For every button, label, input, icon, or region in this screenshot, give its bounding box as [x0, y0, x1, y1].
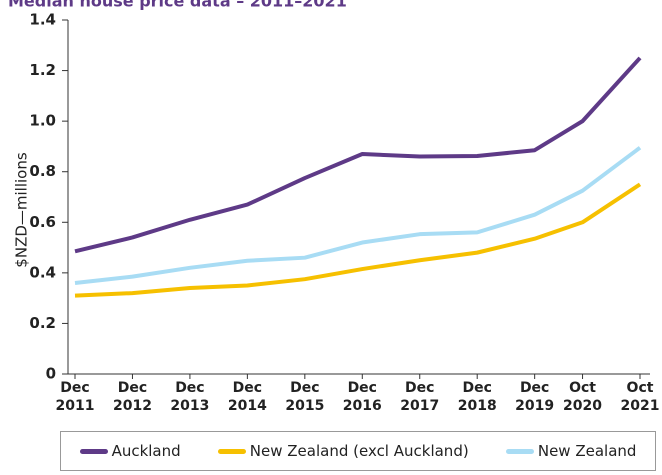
line-series	[74, 146, 642, 285]
legend-label: New Zealand	[537, 442, 637, 460]
y-tick-label: 1.0	[29, 112, 56, 130]
line-series	[74, 56, 642, 254]
y-tick-label: 1.4	[29, 11, 56, 29]
y-tick-label: 0.4	[29, 263, 56, 281]
x-tick-label: Oct 2021	[620, 380, 660, 414]
legend-item: New Zealand (excl Auckland)	[217, 442, 469, 460]
y-tick-label: 0.8	[29, 162, 56, 180]
x-tick-label: Dec 2016	[342, 380, 382, 414]
x-tick-label: Dec 2017	[400, 380, 440, 414]
legend-swatch	[505, 448, 534, 454]
y-tick-label: 0.2	[29, 314, 56, 332]
legend-swatch	[79, 448, 108, 454]
y-tick-label: 0.6	[29, 213, 56, 231]
y-tick-label: 1.2	[29, 61, 56, 79]
x-tick-label: Dec 2018	[457, 380, 497, 414]
legend-item: Auckland	[79, 442, 181, 460]
y-tick-label: 0	[46, 365, 56, 383]
x-tick-label: Oct 2020	[563, 380, 603, 414]
x-tick-label: Dec 2014	[227, 380, 267, 414]
legend: Auckland New Zealand (excl Auckland) New Z…	[60, 431, 656, 471]
x-tick-label: Dec 2011	[55, 380, 95, 414]
x-tick-label: Dec 2012	[112, 380, 152, 414]
legend-label: New Zealand (excl Auckland)	[249, 442, 469, 460]
x-tick-label: Dec 2019	[515, 380, 555, 414]
line-series	[74, 182, 642, 298]
x-tick-label: Dec 2015	[285, 380, 325, 414]
legend-swatch	[217, 448, 246, 454]
x-tick-label: Dec 2013	[170, 380, 210, 414]
legend-label: Auckland	[111, 442, 181, 460]
chart-title: Median house price data – 2011–2021	[8, 0, 347, 11]
legend-item: New Zealand	[505, 442, 637, 460]
y-axis-label: $NZD—millions	[13, 152, 31, 268]
